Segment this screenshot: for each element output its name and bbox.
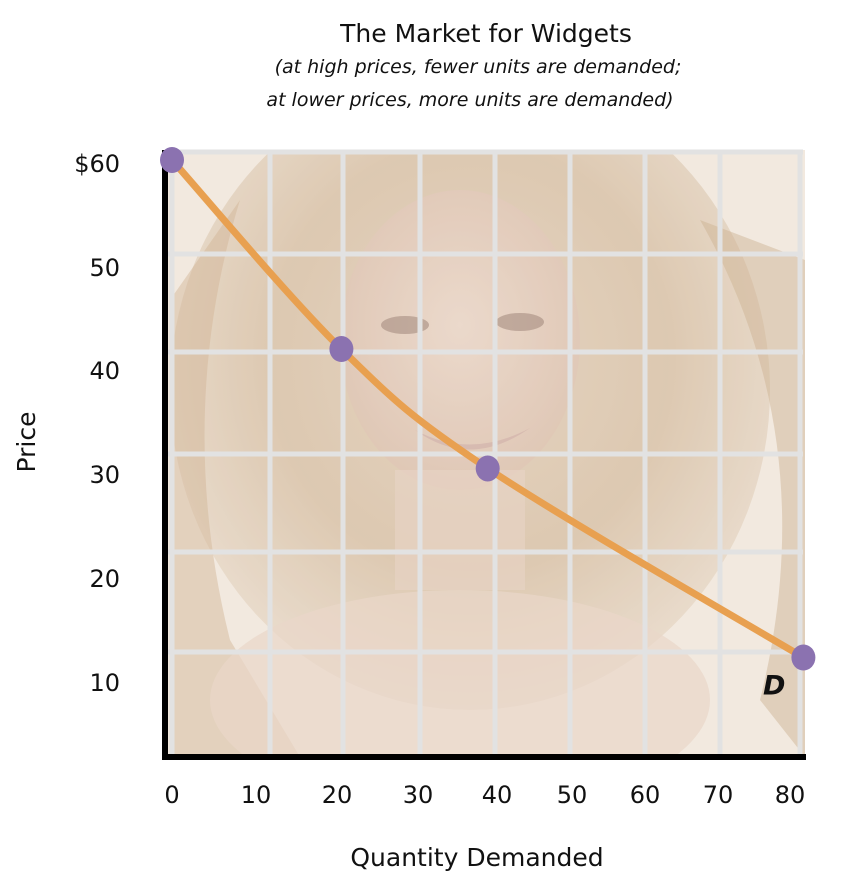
x-tick-label: 30 [403, 781, 434, 809]
demand-curve-label: D [763, 671, 785, 702]
axes [162, 150, 806, 760]
demand-point-marker [329, 336, 354, 363]
x-tick-label: 50 [557, 781, 588, 809]
x-tick-label: 0 [164, 781, 179, 809]
x-tick-label: 70 [703, 781, 734, 809]
y-tick-label: $60 [74, 150, 120, 178]
y-tick-label: 10 [89, 669, 120, 697]
y-tick-label: 50 [89, 254, 120, 282]
chart-subtitle-line-2: at lower prices, more units are demanded… [266, 89, 673, 111]
x-tick-label: 40 [482, 781, 513, 809]
x-tick-labels: 0 10 20 30 40 50 60 70 80 [164, 781, 805, 809]
x-tick-label: 80 [775, 781, 806, 809]
y-tick-label: 30 [89, 461, 120, 489]
demand-point-marker [475, 455, 500, 482]
x-tick-label: 10 [241, 781, 272, 809]
chart-subtitle-line-1: (at high prices, fewer units are demande… [275, 56, 682, 78]
x-tick-label: 20 [322, 781, 353, 809]
demand-point-marker [791, 644, 816, 671]
y-axis-label: Price [12, 412, 41, 473]
chart-title: The Market for Widgets [339, 19, 632, 48]
y-tick-label: 20 [89, 565, 120, 593]
demand-point-marker [160, 147, 184, 173]
y-tick-label: 40 [89, 357, 120, 385]
background-photo [165, 150, 805, 757]
x-axis-label: Quantity Demanded [350, 843, 603, 872]
demand-curve-line [168, 156, 807, 661]
y-tick-labels: 10 20 30 40 50 $60 [74, 150, 120, 697]
series-layer: D [160, 147, 816, 702]
x-tick-label: 60 [630, 781, 661, 809]
